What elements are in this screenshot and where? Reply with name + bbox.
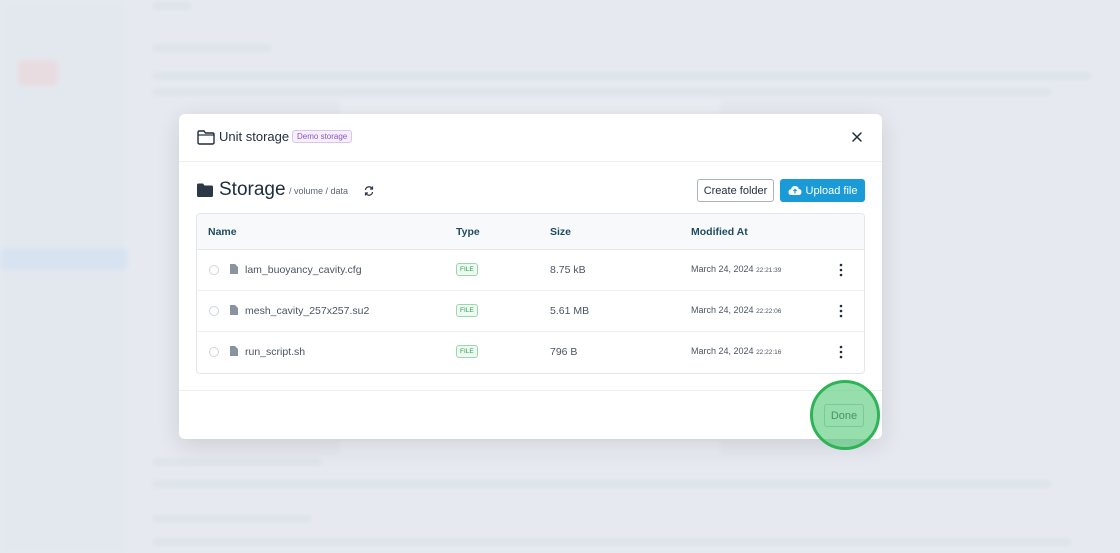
background-text [152, 88, 1052, 96]
background-sidebar-active-item [0, 248, 128, 270]
background-text [152, 458, 322, 466]
column-header-size[interactable]: Size [550, 226, 572, 238]
modal-title: Unit storage [219, 129, 290, 144]
breadcrumb: / volume / data [289, 186, 349, 196]
modal-header: Unit storage Demo storage [179, 114, 882, 162]
files-table: Name Type Size Modified At lam_buoyancy_… [196, 213, 865, 374]
storage-modal: Unit storage Demo storage Storage / volu… [179, 114, 882, 439]
file-size: 5.61 MB [550, 305, 590, 317]
done-button[interactable]: Done [824, 404, 864, 427]
background-text [152, 2, 192, 10]
row-select-radio[interactable] [209, 347, 219, 357]
modified-day: March 24, 2024 [691, 264, 754, 274]
file-name[interactable]: run_script.sh [245, 346, 306, 358]
more-options-icon[interactable] [838, 263, 844, 277]
background-text [152, 72, 1092, 80]
footer-divider [179, 390, 882, 391]
modified-day: March 24, 2024 [691, 305, 754, 315]
file-name[interactable]: lam_buoyancy_cavity.cfg [245, 264, 362, 276]
modified-date: March 24, 2024 22:21:39 [691, 264, 781, 274]
modified-day: March 24, 2024 [691, 346, 754, 356]
more-options-icon[interactable] [838, 304, 844, 318]
storage-title: Storage [219, 179, 286, 200]
background-text [152, 538, 1072, 546]
more-options-icon[interactable] [838, 345, 844, 359]
table-header: Name Type Size Modified At [197, 214, 864, 250]
modified-date: March 24, 2024 22:22:16 [691, 346, 781, 356]
table-row[interactable]: mesh_cavity_257x257.su2 FILE 5.61 MB Mar… [197, 291, 864, 332]
create-folder-button[interactable]: Create folder [697, 179, 774, 202]
file-icon [230, 305, 238, 315]
close-icon[interactable] [850, 130, 864, 144]
column-header-modified[interactable]: Modified At [691, 226, 748, 238]
file-type-badge: FILE [456, 263, 478, 276]
background-text [152, 480, 1052, 488]
modified-date: March 24, 2024 22:22:06 [691, 305, 781, 315]
row-select-radio[interactable] [209, 306, 219, 316]
modified-time: 22:22:16 [756, 349, 782, 356]
background-sidebar [0, 0, 128, 553]
refresh-icon[interactable] [363, 185, 375, 197]
storage-toolbar: Storage / volume / data Create folder Up… [197, 179, 865, 204]
folder-outline-icon [197, 130, 215, 145]
file-icon [230, 264, 238, 274]
table-row[interactable]: run_script.sh FILE 796 B March 24, 2024 … [197, 332, 864, 373]
done-label: Done [830, 409, 858, 422]
upload-file-label: Upload file [805, 184, 858, 197]
column-header-name[interactable]: Name [208, 226, 237, 238]
background-band [340, 440, 720, 454]
file-size: 796 B [550, 346, 578, 358]
storage-badge: Demo storage [292, 130, 353, 143]
file-size: 8.75 kB [550, 264, 586, 276]
background-text [152, 515, 312, 523]
create-folder-label: Create folder [703, 184, 768, 197]
row-select-radio[interactable] [209, 265, 219, 275]
background-logo [18, 60, 58, 86]
table-row[interactable]: lam_buoyancy_cavity.cfg FILE 8.75 kB Mar… [197, 250, 864, 291]
file-name[interactable]: mesh_cavity_257x257.su2 [245, 305, 370, 317]
column-header-type[interactable]: Type [456, 226, 480, 238]
modified-time: 22:21:39 [756, 267, 782, 274]
file-icon [230, 346, 238, 356]
upload-file-button[interactable]: Upload file [780, 179, 865, 202]
background-text [152, 44, 272, 52]
folder-filled-icon [197, 183, 213, 197]
background-band [340, 100, 720, 114]
modified-time: 22:22:06 [756, 308, 782, 315]
file-type-badge: FILE [456, 345, 478, 358]
file-type-badge: FILE [456, 304, 478, 317]
cloud-upload-icon [788, 186, 801, 195]
